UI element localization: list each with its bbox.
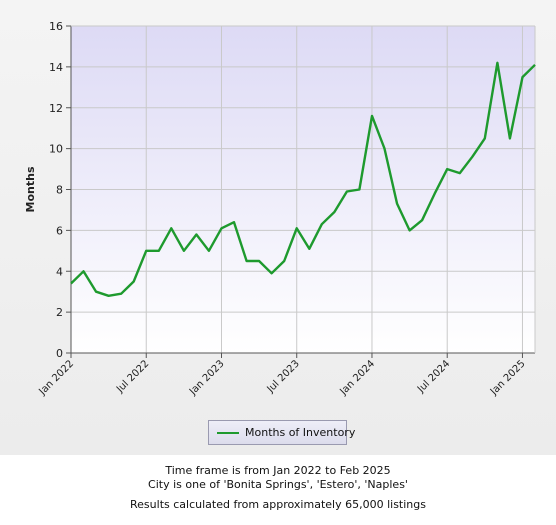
y-tick-label: 12 — [49, 102, 63, 115]
legend: Months of Inventory — [208, 420, 355, 445]
y-tick-label: 16 — [49, 20, 63, 33]
legend-swatch — [217, 431, 239, 434]
footer-city-filter: City is one of 'Bonita Springs', 'Estero… — [148, 478, 408, 491]
y-tick-label: 4 — [56, 265, 63, 278]
y-tick-label: 8 — [56, 184, 63, 197]
footer-results-note: Results calculated from approximately 65… — [130, 498, 426, 511]
y-tick-label: 2 — [56, 306, 63, 319]
x-tick-label: Jan 2025 — [488, 358, 528, 398]
x-tick-label: Jan 2022 — [36, 358, 76, 398]
y-tick-label: 6 — [56, 224, 63, 237]
x-tick-label: Jul 2024 — [415, 358, 452, 395]
footer-timeframe: Time frame is from Jan 2022 to Feb 2025 — [165, 464, 391, 477]
x-tick-label: Jul 2022 — [114, 358, 151, 395]
y-axis-ticks: 0 2 4 6 8 10 12 14 16 — [49, 20, 71, 360]
y-tick-label: 10 — [49, 143, 63, 156]
x-tick-label: Jan 2024 — [337, 358, 377, 398]
x-tick-label: Jul 2023 — [265, 358, 302, 395]
x-axis-ticks: Jan 2022 Jul 2022 Jan 2023 Jul 2023 Jan 2024… — [36, 353, 528, 398]
legend-label: Months of Inventory — [245, 426, 356, 439]
line-chart: 0 2 4 6 8 10 12 14 16 Jan 2022 Jul 2022 Jan 2023 Ju… — [24, 20, 536, 398]
x-tick-label: Jan 2023 — [187, 358, 227, 398]
y-axis-label: Months — [24, 166, 37, 212]
series-line-months-of-inventory — [70, 61, 536, 297]
y-tick-label: 14 — [49, 61, 63, 74]
y-tick-label: 0 — [56, 347, 63, 360]
